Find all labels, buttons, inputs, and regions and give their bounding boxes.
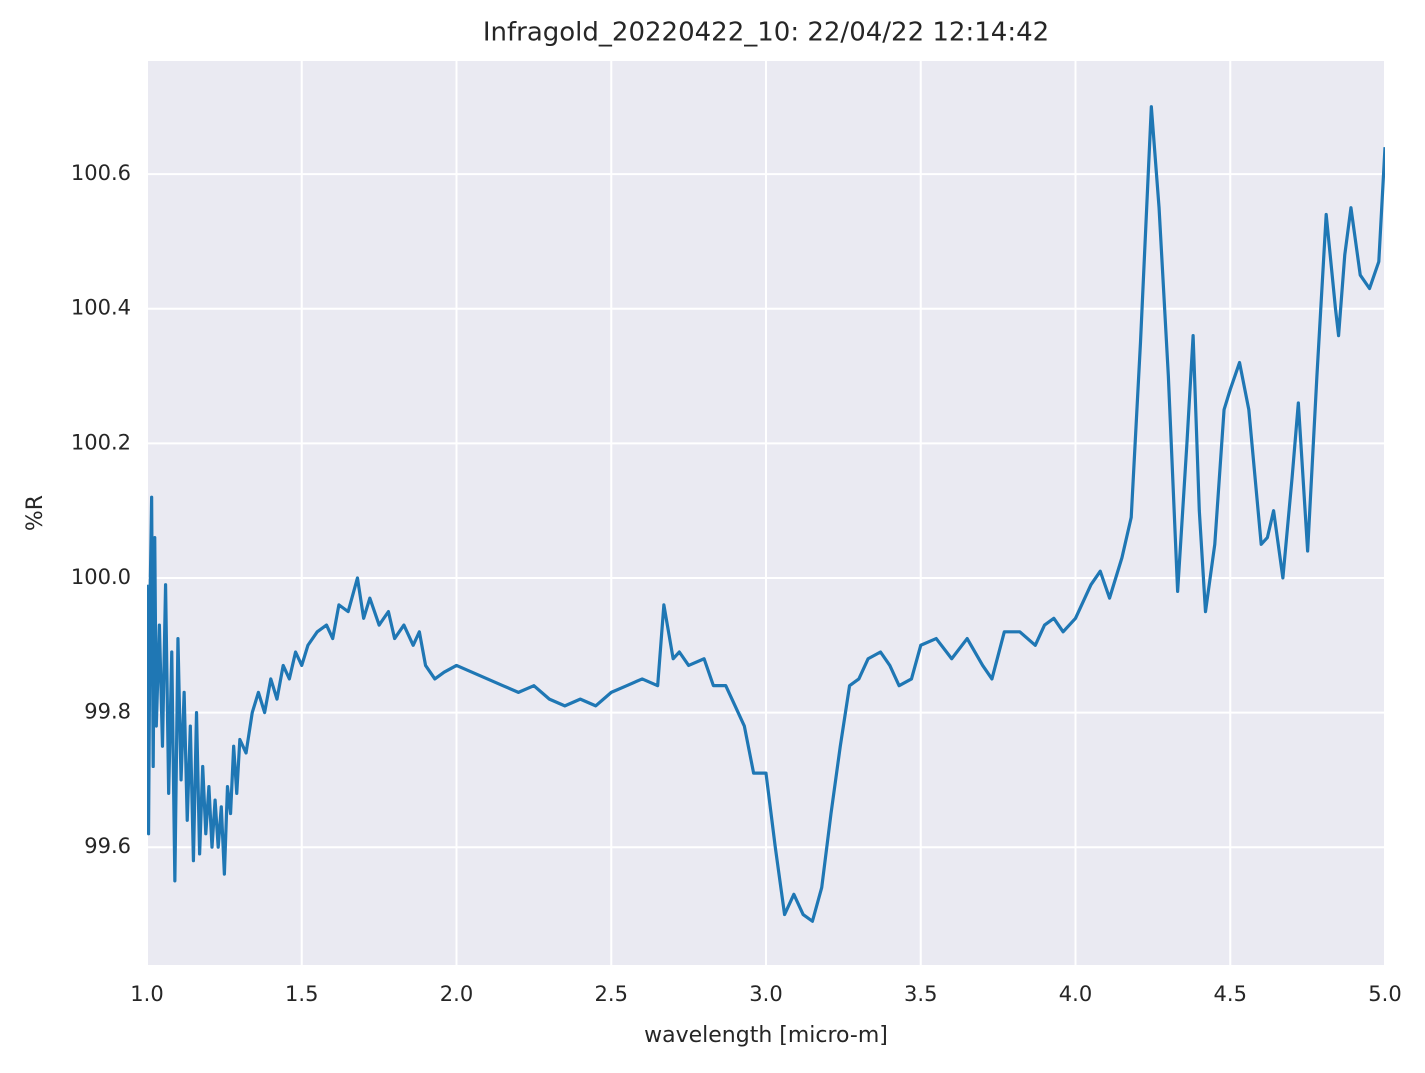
series (147, 105, 1385, 923)
y-tick-label: 99.6 (84, 834, 131, 858)
y-tick-label: 100.4 (71, 296, 131, 320)
chart-title: Infragold_20220422_10: 22/04/22 12:14:42 (483, 18, 1049, 48)
x-tick-label: 3.0 (749, 982, 782, 1006)
x-tick-label: 1.0 (130, 982, 163, 1006)
y-tick-label: 100.6 (71, 161, 131, 185)
x-tick-label: 4.5 (1214, 982, 1247, 1006)
x-tick-label: 5.0 (1368, 982, 1401, 1006)
x-tick-label: 1.5 (285, 982, 318, 1006)
data-line (147, 105, 1385, 923)
x-tick-label: 2.5 (595, 982, 628, 1006)
y-tick-label: 100.2 (71, 430, 131, 454)
x-tick-label: 2.0 (440, 982, 473, 1006)
x-tick-label: 4.0 (1059, 982, 1092, 1006)
y-axis-label: %R (23, 495, 48, 531)
grid (146, 61, 1386, 965)
y-tick-label: 99.8 (84, 700, 131, 724)
y-tick-label: 100.0 (71, 565, 131, 589)
x-tick-label: 3.5 (904, 982, 937, 1006)
x-axis-label: wavelength [micro-m] (644, 1023, 888, 1048)
